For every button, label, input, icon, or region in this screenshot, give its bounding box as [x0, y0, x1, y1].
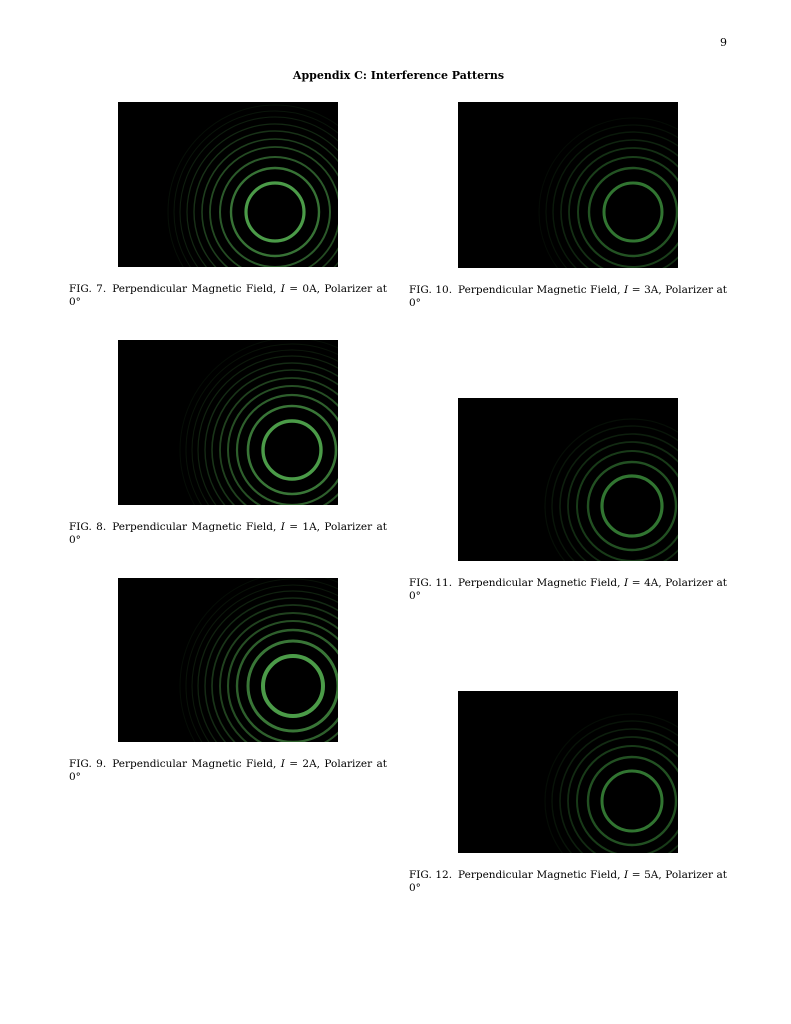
caption-text: Perpendicular Magnetic Field, — [458, 577, 621, 589]
current-variable: I — [624, 577, 629, 589]
figure-label: FIG. 11. — [409, 577, 453, 589]
figure-9-caption: FIG. 9. Perpendicular Magnetic Field, I =… — [69, 758, 387, 784]
figure-label: FIG. 8. — [69, 521, 107, 533]
current-variable: I — [624, 869, 629, 881]
figure-8-caption: FIG. 8. Perpendicular Magnetic Field, I =… — [69, 521, 387, 547]
caption-value: = 2A, Polarizer at 0° — [69, 758, 387, 783]
caption-text: Perpendicular Magnetic Field, — [112, 283, 277, 295]
figure-label: FIG. 7. — [69, 283, 107, 295]
figure-9-image — [118, 578, 338, 742]
current-variable: I — [280, 758, 285, 770]
figure-12-image — [458, 691, 678, 853]
page-number: 9 — [720, 36, 727, 49]
caption-value: = 5A, Polarizer at 0° — [409, 869, 727, 894]
current-variable: I — [280, 283, 285, 295]
caption-text: Perpendicular Magnetic Field, — [112, 521, 277, 533]
figure-label: FIG. 9. — [69, 758, 107, 770]
figure-7-caption: FIG. 7. Perpendicular Magnetic Field, I =… — [69, 283, 387, 309]
figure-10-caption: FIG. 10. Perpendicular Magnetic Field, I … — [409, 284, 727, 310]
caption-text: Perpendicular Magnetic Field, — [112, 758, 277, 770]
caption-value: = 0A, Polarizer at 0° — [69, 283, 387, 308]
caption-value: = 3A, Polarizer at 0° — [409, 284, 727, 309]
caption-value: = 4A, Polarizer at 0° — [409, 577, 727, 602]
figure-7-image — [118, 102, 338, 267]
figure-11-image — [458, 398, 678, 561]
caption-value: = 1A, Polarizer at 0° — [69, 521, 387, 546]
figure-label: FIG. 10. — [409, 284, 453, 296]
figure-label: FIG. 12. — [409, 869, 453, 881]
figure-8-image — [118, 340, 338, 505]
current-variable: I — [624, 284, 629, 296]
caption-text: Perpendicular Magnetic Field, — [458, 284, 621, 296]
section-title: Appendix C: Interference Patterns — [292, 69, 505, 82]
figure-10-image — [458, 102, 678, 268]
current-variable: I — [280, 521, 285, 533]
caption-text: Perpendicular Magnetic Field, — [458, 869, 621, 881]
figure-11-caption: FIG. 11. Perpendicular Magnetic Field, I … — [409, 577, 727, 603]
figure-12-caption: FIG. 12. Perpendicular Magnetic Field, I … — [409, 869, 727, 895]
